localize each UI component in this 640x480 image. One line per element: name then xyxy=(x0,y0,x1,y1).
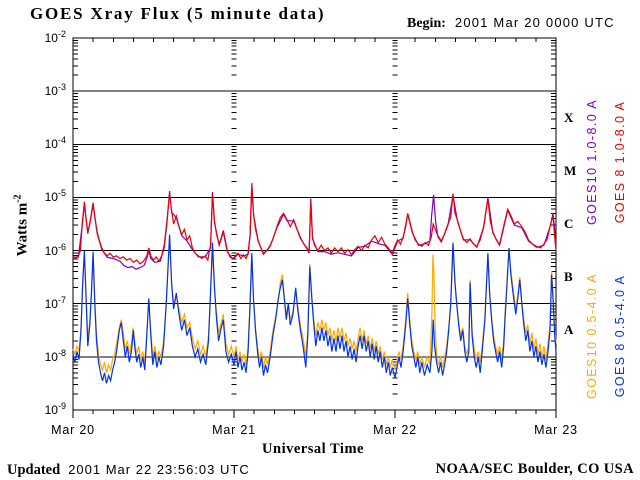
y-tick-label: 10-6 xyxy=(44,241,66,258)
series-goes-8-1.0-8.0-a xyxy=(72,183,557,265)
y-tick-label: 10-3 xyxy=(44,82,66,99)
flare-class-X: X xyxy=(564,109,574,125)
credit-text: NOAA/SEC Boulder, CO USA xyxy=(435,461,634,477)
begin-label: Begin: xyxy=(407,16,446,31)
page-title: GOES Xray Flux (5 minute data) xyxy=(30,4,326,23)
legend-goes-8-1.0-8.0-a: GOES 8 1.0-8.0 A xyxy=(613,100,627,224)
legend-goes10-1.0-8.0-a: GOES10 1.0-8.0 A xyxy=(585,99,599,225)
legend-goes-8-0.5-4.0-a: GOES 8 0.5-4.0 A xyxy=(613,274,627,398)
y-tick-label: 10-5 xyxy=(44,188,66,205)
flare-class-B: B xyxy=(564,269,573,285)
x-tick-label: Mar 23 xyxy=(534,423,578,437)
legend-goes10-0.5-4.0-a: GOES10 0.5-4.0 A xyxy=(585,273,599,399)
x-tick-label: Mar 22 xyxy=(373,423,417,437)
x-tick-label: Mar 21 xyxy=(212,423,256,437)
updated-timestamp: Updated 2001 Mar 22 23:56:03 UTC xyxy=(7,461,250,479)
series-goes-8-0.5-4.0-a xyxy=(72,234,557,384)
y-tick-label: 10-4 xyxy=(44,135,66,152)
begin-timestamp: Begin: 2001 Mar 20 0000 UTC xyxy=(407,14,615,32)
updated-label: Updated xyxy=(7,462,61,478)
flare-class-A: A xyxy=(564,322,574,338)
y-tick-label: 10-7 xyxy=(44,294,66,311)
begin-value: 2001 Mar 20 0000 UTC xyxy=(454,15,615,30)
x-axis-label: Universal Time xyxy=(262,441,364,457)
y-tick-label: 10-8 xyxy=(44,347,66,364)
updated-value: 2001 Mar 22 23:56:03 UTC xyxy=(68,462,250,477)
y-axis-label: Watts m-2 xyxy=(12,194,31,257)
y-tick-label: 10-9 xyxy=(44,401,66,417)
flare-class-C: C xyxy=(564,216,574,231)
plot-frame xyxy=(72,37,557,411)
flare-class-M: M xyxy=(564,162,577,178)
x-tick-label: Mar 20 xyxy=(51,423,95,437)
y-tick-label: 10-2 xyxy=(44,29,66,45)
